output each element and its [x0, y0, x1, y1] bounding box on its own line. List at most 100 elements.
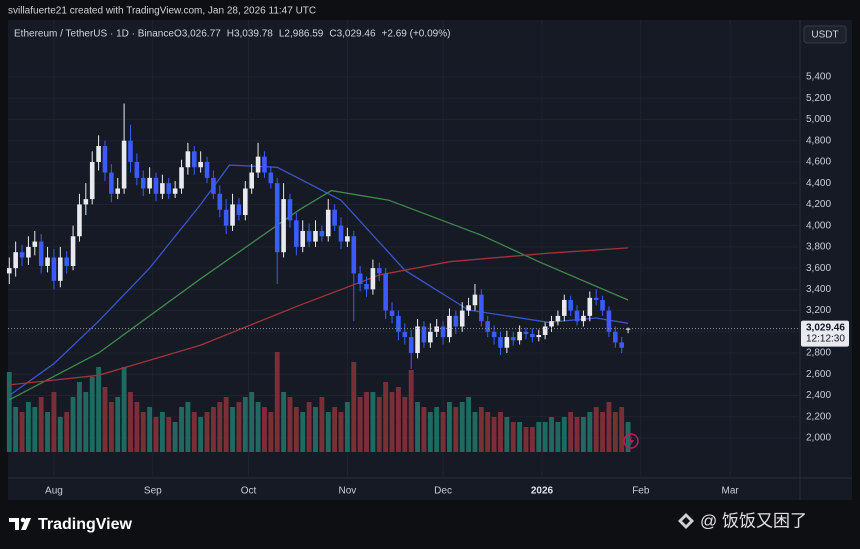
candles	[6, 103, 631, 369]
volume-bar	[6, 372, 12, 452]
volume-bar	[223, 397, 229, 452]
volume-bar	[38, 397, 44, 452]
candle-body	[223, 209, 229, 226]
candle-body	[517, 331, 522, 341]
volume-bar	[549, 417, 554, 452]
candle-body	[204, 161, 210, 178]
candle-body	[96, 146, 101, 162]
volume-bar	[300, 412, 306, 452]
volume-bar	[434, 407, 440, 452]
candle-body	[338, 225, 344, 242]
volume-bar	[210, 407, 216, 452]
candle-body	[89, 161, 95, 200]
candle-body	[536, 334, 542, 338]
ohlc-legend: O3,026.77 H3,039.78 L2,986.59 C3,029.46 +2.6…	[174, 29, 450, 40]
volume-bar	[510, 422, 516, 452]
volume-bar	[77, 382, 82, 452]
candle-body	[51, 257, 57, 281]
volume-bar	[415, 402, 420, 452]
unit-label: USDT	[811, 30, 838, 41]
candle-body	[447, 315, 452, 338]
volume-bar	[587, 412, 593, 452]
volume-bar	[179, 407, 184, 452]
watermark: @ 饭饭又困了	[700, 511, 807, 530]
candle-body	[172, 188, 178, 194]
candle-body	[58, 257, 63, 281]
volume-bar	[51, 392, 57, 452]
volume-bar	[504, 417, 510, 452]
volume-bar	[204, 412, 210, 452]
candle-body	[491, 331, 497, 338]
volume-bar	[389, 392, 395, 452]
volume-bar	[172, 422, 178, 452]
candle-body	[357, 273, 363, 285]
y-tick-label: 4,000	[806, 220, 831, 231]
moving-average	[8, 189, 629, 401]
candle-body	[332, 209, 337, 226]
volume-bar	[395, 387, 401, 452]
candle-body	[428, 331, 433, 343]
volume-bar	[332, 407, 338, 452]
volume-bar	[102, 387, 108, 452]
volume-bar	[57, 417, 63, 452]
candle-body	[466, 305, 471, 311]
candle-body	[26, 246, 31, 258]
volume-bar	[83, 392, 89, 452]
volume-bar	[606, 402, 612, 452]
volume-bar	[159, 412, 165, 452]
x-tick-label: 2026	[531, 486, 554, 497]
volume-bar	[242, 397, 248, 452]
y-tick-label: 3,600	[806, 263, 831, 274]
volume-bar	[121, 367, 127, 452]
unit-box[interactable]	[803, 25, 847, 44]
volume-bar	[134, 402, 140, 452]
event-icon-glyph	[628, 436, 634, 446]
volume-bar	[19, 412, 25, 452]
volume-bar	[89, 377, 95, 452]
candle-body	[415, 326, 420, 354]
candle-body	[319, 230, 325, 237]
candle-body	[574, 310, 580, 322]
volume-bar	[236, 402, 242, 452]
volume-bar	[383, 382, 389, 452]
candle-body	[217, 193, 223, 210]
candle-body	[568, 299, 573, 311]
moving-average	[8, 164, 629, 397]
volume-bar	[191, 412, 197, 452]
candle-body	[600, 299, 605, 311]
volume-bar	[619, 407, 625, 452]
event-icon[interactable]	[623, 433, 639, 449]
last-price-label: 3,029.46	[806, 322, 845, 333]
volume-pane	[6, 352, 631, 452]
y-tick-label: 5,200	[806, 93, 831, 104]
candle-body	[64, 257, 69, 266]
volume-bar	[498, 412, 503, 452]
volume-bar	[147, 407, 153, 452]
volume-bar	[140, 412, 146, 452]
y-tick-label: 3,200	[806, 305, 831, 316]
y-tick-label: 4,400	[806, 178, 831, 189]
candle-body	[38, 241, 44, 266]
volume-bar	[325, 412, 331, 452]
x-tick-label: Feb	[632, 486, 650, 497]
volume-bar	[517, 422, 523, 452]
last-price-box	[801, 320, 849, 347]
candle-body	[581, 315, 586, 322]
volume-bar	[268, 412, 274, 452]
x-tick-label: Sep	[144, 486, 162, 497]
volume-bar	[568, 412, 574, 452]
x-tick-label: Dec	[434, 486, 452, 497]
y-tick-label: 2,600	[806, 369, 831, 380]
candle-body	[77, 204, 82, 237]
volume-bar	[612, 412, 618, 452]
volume-bar	[25, 402, 31, 452]
volume-bar	[625, 422, 631, 452]
y-tick-label: 2,000	[806, 433, 831, 444]
volume-bar	[561, 417, 567, 452]
candle-body	[510, 337, 516, 341]
y-tick-label: 5,000	[806, 114, 831, 125]
volume-bar	[313, 407, 318, 452]
x-tick-label: Mar	[722, 486, 740, 497]
volume-bar	[281, 392, 287, 452]
ohlc-value: H3,039.78	[227, 29, 274, 40]
